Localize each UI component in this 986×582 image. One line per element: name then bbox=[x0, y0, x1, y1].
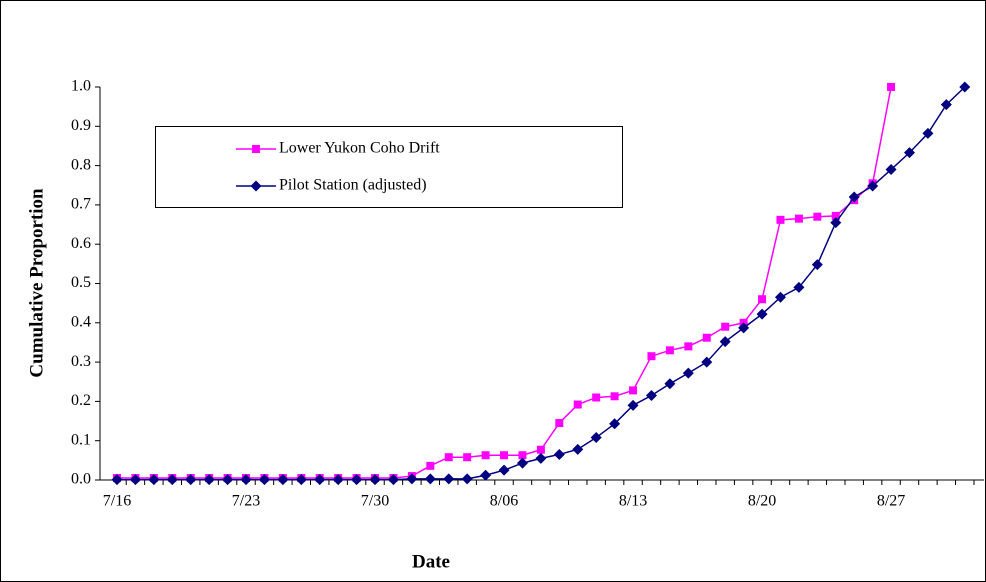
marker bbox=[252, 145, 260, 153]
marker bbox=[461, 473, 473, 485]
marker bbox=[351, 474, 363, 486]
marker bbox=[684, 342, 693, 351]
marker bbox=[332, 474, 344, 486]
x-tick-label: 8/13 bbox=[619, 493, 647, 510]
marker bbox=[111, 474, 123, 486]
marker bbox=[813, 212, 822, 221]
marker bbox=[387, 474, 399, 486]
y-tick-label: 0.9 bbox=[71, 117, 91, 134]
marker bbox=[426, 461, 435, 470]
marker bbox=[535, 452, 547, 464]
marker bbox=[830, 217, 842, 229]
marker bbox=[940, 99, 952, 111]
marker bbox=[203, 474, 215, 486]
marker bbox=[148, 474, 160, 486]
marker bbox=[793, 281, 805, 293]
y-tick-label: 0.0 bbox=[71, 471, 91, 488]
marker bbox=[647, 352, 656, 361]
marker bbox=[166, 474, 178, 486]
legend-label: Pilot Station (adjusted) bbox=[279, 177, 427, 194]
marker bbox=[721, 322, 730, 331]
y-tick-label: 0.2 bbox=[71, 392, 91, 409]
marker bbox=[277, 474, 289, 486]
marker bbox=[516, 457, 528, 469]
y-axis-title: Cumulative Proportion bbox=[26, 188, 47, 378]
marker bbox=[756, 308, 768, 320]
marker bbox=[719, 336, 731, 348]
marker bbox=[443, 473, 455, 485]
y-tick-label: 0.6 bbox=[71, 235, 91, 252]
marker bbox=[222, 474, 234, 486]
y-tick-label: 0.3 bbox=[71, 353, 91, 370]
marker bbox=[498, 464, 510, 476]
marker bbox=[665, 346, 674, 355]
marker bbox=[776, 215, 785, 224]
marker bbox=[573, 400, 582, 409]
x-axis-title: Date bbox=[412, 551, 450, 572]
y-tick-label: 0.7 bbox=[71, 196, 91, 213]
legend-label: Lower Yukon Coho Drift bbox=[279, 140, 440, 157]
marker bbox=[702, 333, 711, 342]
marker bbox=[592, 393, 601, 402]
marker bbox=[185, 474, 197, 486]
y-tick-label: 0.5 bbox=[71, 274, 91, 291]
marker bbox=[867, 180, 879, 192]
x-tick-label: 8/06 bbox=[490, 493, 518, 510]
x-tick-label: 7/23 bbox=[232, 493, 260, 510]
marker bbox=[629, 386, 638, 395]
y-tick-label: 0.4 bbox=[71, 313, 91, 330]
marker bbox=[811, 259, 823, 271]
x-tick-label: 8/27 bbox=[877, 493, 905, 510]
marker bbox=[682, 367, 694, 379]
marker bbox=[610, 392, 619, 401]
x-tick-label: 8/20 bbox=[748, 493, 776, 510]
marker bbox=[922, 127, 934, 139]
marker bbox=[664, 378, 676, 390]
marker bbox=[572, 443, 584, 455]
marker bbox=[424, 473, 436, 485]
marker bbox=[887, 83, 896, 91]
y-tick-label: 0.1 bbox=[71, 431, 91, 448]
marker bbox=[240, 474, 252, 486]
marker bbox=[481, 451, 490, 460]
marker bbox=[774, 291, 786, 303]
marker bbox=[848, 191, 860, 203]
x-tick-label: 7/30 bbox=[361, 493, 389, 510]
marker bbox=[831, 211, 840, 220]
y-tick-label: 1.0 bbox=[71, 78, 91, 95]
marker bbox=[627, 399, 639, 411]
marker bbox=[463, 453, 472, 462]
marker bbox=[250, 180, 262, 192]
marker bbox=[701, 356, 713, 368]
marker bbox=[555, 419, 564, 428]
y-tick-label: 0.8 bbox=[71, 156, 91, 173]
marker bbox=[518, 451, 527, 460]
marker bbox=[295, 474, 307, 486]
marker bbox=[758, 295, 767, 304]
marker bbox=[406, 473, 418, 485]
x-tick-label: 7/16 bbox=[103, 493, 131, 510]
marker bbox=[480, 469, 492, 481]
marker bbox=[590, 432, 602, 444]
marker bbox=[738, 322, 750, 334]
marker bbox=[444, 453, 453, 462]
marker bbox=[609, 418, 621, 430]
marker bbox=[553, 448, 565, 460]
marker bbox=[129, 474, 141, 486]
marker bbox=[369, 474, 381, 486]
marker bbox=[645, 390, 657, 402]
marker bbox=[500, 451, 509, 460]
marker bbox=[258, 474, 270, 486]
marker bbox=[314, 474, 326, 486]
marker bbox=[903, 147, 915, 159]
marker bbox=[794, 214, 803, 223]
marker bbox=[959, 81, 971, 93]
legend-box bbox=[155, 126, 623, 208]
marker bbox=[536, 445, 545, 454]
marker bbox=[885, 164, 897, 176]
